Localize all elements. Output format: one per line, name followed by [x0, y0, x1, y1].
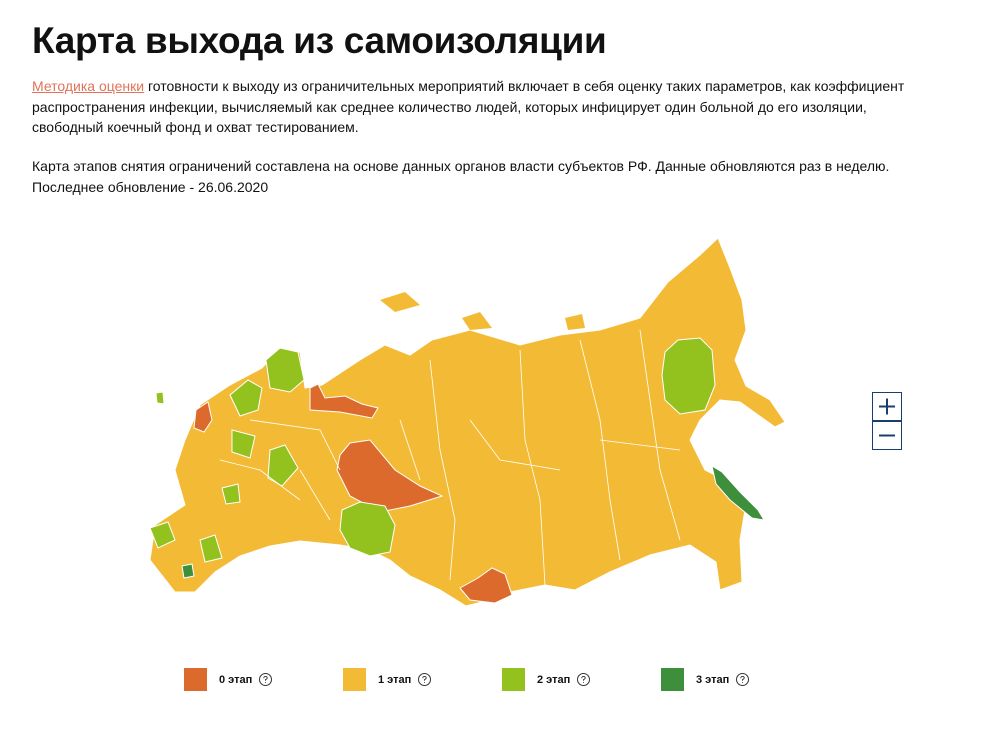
region[interactable]: [339, 501, 396, 557]
question-mark: [740, 675, 745, 683]
legend-swatch: [502, 668, 525, 691]
help-icon[interactable]: [577, 673, 591, 686]
region[interactable]: [309, 383, 379, 419]
map[interactable]: [0, 220, 989, 640]
minus-icon: [879, 434, 895, 437]
legend-item[interactable]: 0 этап: [184, 668, 273, 691]
legend-swatch: [184, 668, 207, 691]
help-icon[interactable]: [736, 673, 750, 686]
region[interactable]: [149, 347, 305, 563]
region[interactable]: [193, 401, 213, 433]
region[interactable]: [181, 464, 765, 579]
region[interactable]: [149, 237, 786, 607]
question-mark: [422, 675, 427, 683]
region-borders: [219, 329, 681, 586]
zoom-in[interactable]: [872, 392, 902, 421]
zoom-out[interactable]: [872, 421, 902, 450]
region[interactable]: [661, 337, 716, 415]
region[interactable]: [380, 292, 585, 330]
note: Карта этапов снятия ограничений составле…: [32, 156, 932, 197]
legend-label: 1 этап: [378, 673, 412, 686]
region[interactable]: [336, 439, 444, 513]
question-mark: [263, 675, 268, 683]
region[interactable]: [459, 567, 513, 604]
method-link[interactable]: Методика оценки: [32, 78, 145, 94]
legend-item[interactable]: 2 этап: [502, 668, 591, 691]
help-icon[interactable]: [418, 673, 432, 686]
legend-label: 0 этап: [219, 673, 253, 686]
help-icon[interactable]: [259, 673, 273, 686]
legend-label: 2 этап: [537, 673, 571, 686]
plus-icon: [879, 398, 895, 415]
update-date: Последнее обновление - 26.06.2020: [32, 178, 269, 195]
legend-swatch: [343, 668, 366, 691]
note-line: Карта этапов снятия ограничений составле…: [32, 158, 890, 174]
legend-swatch: [661, 668, 684, 691]
legend-label: 3 этап: [696, 673, 730, 686]
intro-text: готовности к выходу из ограничительных м…: [32, 78, 905, 135]
question-mark: [581, 675, 586, 683]
legend-item[interactable]: 1 этап: [343, 668, 432, 691]
intro: Методика оценки готовности к выходу из о…: [32, 76, 932, 138]
legend-item[interactable]: 3 этап: [661, 668, 750, 691]
page-title: Карта выхода из самоизоляции: [32, 20, 607, 61]
